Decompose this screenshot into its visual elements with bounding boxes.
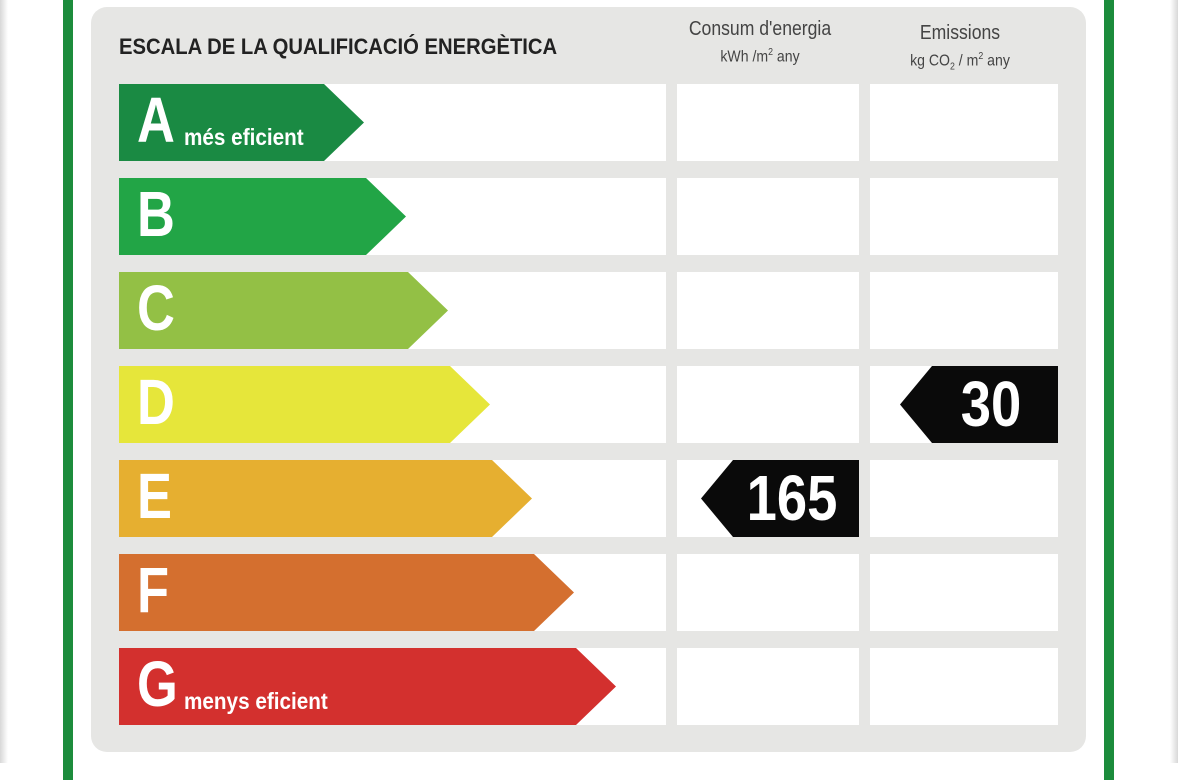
band-letter-c: C bbox=[137, 272, 175, 344]
energy-cell-b bbox=[677, 178, 859, 255]
page-edge-left bbox=[0, 0, 8, 763]
energy-cell-f bbox=[677, 554, 859, 631]
label-title: ESCALA DE LA QUALIFICACIÓ ENERGÈTICA bbox=[119, 34, 558, 59]
emissions-cell-e bbox=[870, 460, 1058, 537]
band-letter-d: D bbox=[137, 366, 175, 438]
energy-cell-a bbox=[677, 84, 859, 161]
energy-rating-marker: 165 bbox=[701, 460, 859, 537]
energy-column-unit: kWh /m2 any bbox=[720, 47, 800, 66]
rating-row-f: F bbox=[0, 554, 1178, 631]
energy-rating-value: 165 bbox=[746, 462, 838, 534]
energy-cell-g bbox=[677, 648, 859, 725]
rating-row-c: C bbox=[0, 272, 1178, 349]
emissions-cell-f bbox=[870, 554, 1058, 631]
band-arrow-e: E bbox=[119, 460, 532, 537]
rating-row-d: D 30 bbox=[0, 366, 1178, 443]
emissions-column-label: Emissions bbox=[919, 22, 1001, 44]
band-arrow-f: F bbox=[119, 554, 574, 631]
band-letter-e: E bbox=[137, 460, 173, 532]
emissions-rating-value: 30 bbox=[960, 368, 1022, 440]
rating-row-e: E 165 bbox=[0, 460, 1178, 537]
band-letter-f: F bbox=[137, 554, 170, 626]
band-letter-a: A bbox=[137, 84, 175, 156]
emissions-column-unit: kg CO2 / m2 any bbox=[910, 51, 1010, 73]
page-edge-right bbox=[1170, 0, 1178, 763]
band-note-a: més eficient bbox=[184, 124, 304, 150]
band-arrow-d: D bbox=[119, 366, 490, 443]
emissions-column-header: Emissions kg CO2 / m2 any bbox=[870, 22, 1050, 73]
energy-cell-d bbox=[677, 366, 859, 443]
emissions-cell-c bbox=[870, 272, 1058, 349]
emissions-rating-marker: 30 bbox=[900, 366, 1058, 443]
energy-column-header: Consum d'energia kWh /m2 any bbox=[670, 18, 850, 66]
emissions-cell-g bbox=[870, 648, 1058, 725]
band-letter-b: B bbox=[137, 178, 175, 250]
rating-row-b: B bbox=[0, 178, 1178, 255]
band-arrow-c: C bbox=[119, 272, 448, 349]
band-arrow-b: B bbox=[119, 178, 406, 255]
band-letter-g: G bbox=[137, 648, 178, 720]
emissions-cell-b bbox=[870, 178, 1058, 255]
emissions-cell-a bbox=[870, 84, 1058, 161]
energy-cell-c bbox=[677, 272, 859, 349]
band-note-g: menys eficient bbox=[184, 688, 328, 714]
energy-column-label: Consum d'energia bbox=[688, 18, 832, 40]
